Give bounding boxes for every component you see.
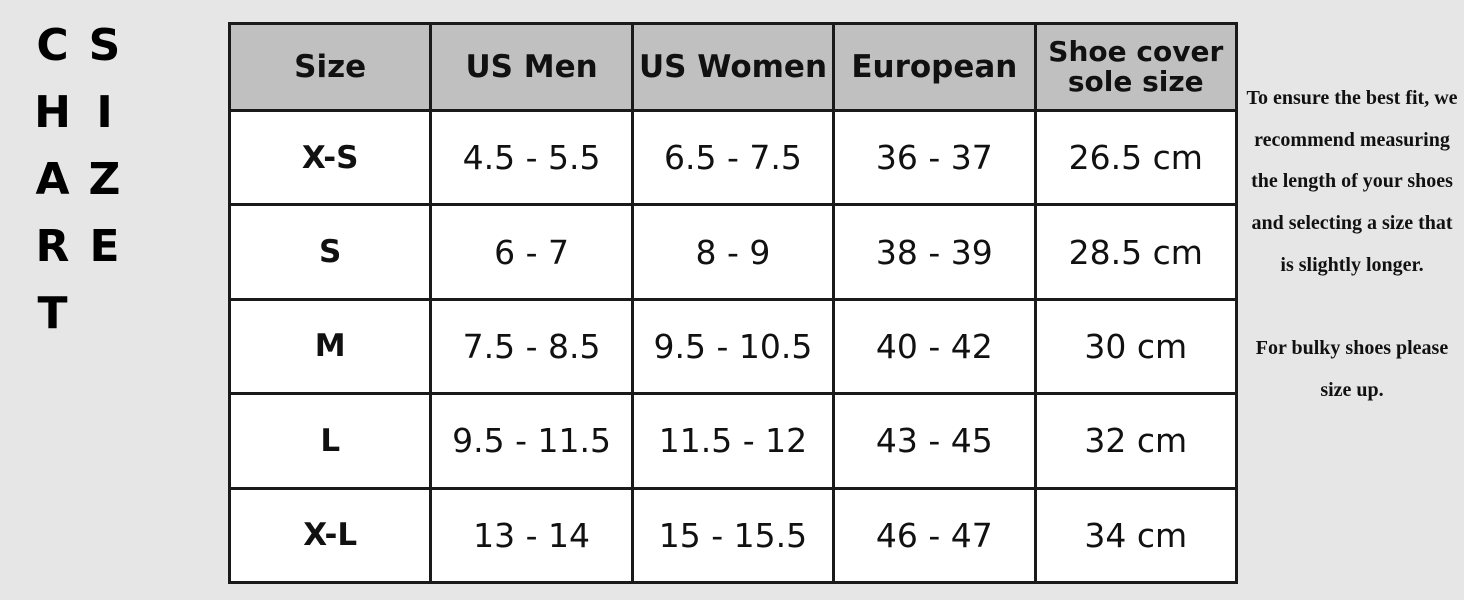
- value-cell: 4.5 - 5.5: [429, 108, 634, 207]
- header-row: Size US Men US Women European Shoe cover sol…: [227, 22, 1239, 112]
- value-cell: 6 - 7: [429, 203, 634, 301]
- value-cell: 28.5 cm: [1033, 203, 1239, 301]
- table-row: M 7.5 - 8.5 9.5 - 10.5 40 - 42 30 cm: [227, 297, 1239, 396]
- value-cell: 7.5 - 8.5: [429, 297, 634, 396]
- value-cell: 40 - 42: [832, 297, 1037, 396]
- value-cell: 26.5 cm: [1033, 108, 1239, 207]
- size-cell: S: [227, 203, 433, 301]
- size-cell: X-L: [227, 486, 433, 585]
- value-cell: 11.5 - 12: [630, 392, 836, 490]
- table-body: X-S 4.5 - 5.5 6.5 - 7.5 36 - 37 26.5 cm S 6 - …: [227, 108, 1239, 585]
- value-cell: 34 cm: [1033, 486, 1239, 585]
- note-paragraph: To ensure the best fit, we recommend mea…: [1246, 87, 1458, 276]
- vertical-title: SIZE CHART: [27, 20, 130, 355]
- table-header: Size US Men US Women European Shoe cover sol…: [227, 22, 1239, 112]
- fit-note: To ensure the best fit, we recommend mea…: [1246, 78, 1458, 453]
- size-cell: X-S: [227, 108, 433, 207]
- value-cell: 36 - 37: [832, 108, 1037, 207]
- value-cell: 43 - 45: [832, 392, 1037, 490]
- value-cell: 38 - 39: [832, 203, 1037, 301]
- table-row: X-S 4.5 - 5.5 6.5 - 7.5 36 - 37 26.5 cm: [227, 108, 1239, 207]
- header-cell: US Women: [630, 22, 836, 112]
- header-cell: European: [832, 22, 1037, 112]
- size-cell: M: [227, 297, 433, 396]
- value-cell: 9.5 - 11.5: [429, 392, 634, 490]
- header-cell: Shoe cover sole size: [1033, 22, 1239, 112]
- value-cell: 32 cm: [1033, 392, 1239, 490]
- value-cell: 9.5 - 10.5: [630, 297, 836, 396]
- value-cell: 8 - 9: [630, 203, 836, 301]
- value-cell: 13 - 14: [429, 486, 634, 585]
- note-paragraph: For bulky shoes please size up.: [1255, 337, 1449, 401]
- header-cell: Size: [227, 22, 433, 112]
- size-cell: L: [227, 392, 433, 490]
- table-row: L 9.5 - 11.5 11.5 - 12 43 - 45 32 cm: [227, 392, 1239, 490]
- value-cell: 15 - 15.5: [630, 486, 836, 585]
- value-cell: 6.5 - 7.5: [630, 108, 836, 207]
- size-table: Size US Men US Women European Shoe cover sol…: [227, 22, 1239, 585]
- header-cell: US Men: [429, 22, 634, 112]
- table-row: X-L 13 - 14 15 - 15.5 46 - 47 34 cm: [227, 486, 1239, 585]
- value-cell: 46 - 47: [832, 486, 1037, 585]
- value-cell: 30 cm: [1033, 297, 1239, 396]
